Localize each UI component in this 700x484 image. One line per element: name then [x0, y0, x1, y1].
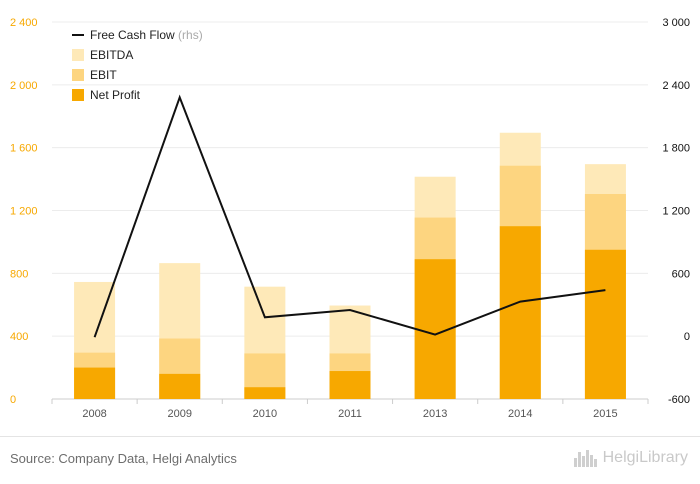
- footer: Source: Company Data, Helgi Analytics He…: [0, 436, 700, 484]
- bar-net-profit-2011: [330, 371, 371, 399]
- right-tick-label: 1 800: [662, 143, 690, 155]
- legend-label: EBIT: [90, 68, 117, 82]
- x-tick-label: 2015: [593, 408, 617, 420]
- left-tick-label: 400: [10, 331, 28, 343]
- right-tick-label: -600: [668, 394, 690, 406]
- legend-label: Free Cash Flow (rhs): [90, 28, 203, 42]
- right-tick-label: 3 000: [662, 17, 690, 29]
- left-tick-label: 1 200: [10, 206, 38, 218]
- brand-name: HelgiLibrary: [603, 449, 688, 467]
- right-tick-label: 0: [684, 331, 690, 343]
- right-tick-label: 2 400: [662, 80, 690, 92]
- right-axis-ticks: -600 0 600 1 200 1 800 2 400 3 000: [662, 17, 690, 406]
- bar-net-profit-2014: [500, 226, 541, 399]
- legend-label: Net Profit: [90, 88, 141, 102]
- legend-suffix: (rhs): [175, 28, 203, 42]
- bars: [74, 133, 626, 399]
- x-tick-label: 2008: [82, 408, 106, 420]
- x-axis-ticks: 2008 2009 2010 2011 2013 2014 2015: [82, 408, 617, 420]
- legend-swatch-box: [72, 49, 84, 61]
- bar-net-profit-2015: [585, 250, 626, 399]
- left-tick-label: 0: [10, 394, 16, 406]
- right-tick-label: 600: [672, 268, 690, 280]
- x-tick-label: 2010: [253, 408, 277, 420]
- legend: Free Cash Flow (rhs) EBITDA EBIT Net Profit: [72, 28, 203, 102]
- left-tick-label: 1 600: [10, 143, 38, 155]
- legend-label: EBITDA: [90, 48, 133, 62]
- x-tick-label: 2013: [423, 408, 447, 420]
- x-tick-label: 2009: [167, 408, 191, 420]
- x-tick-label: 2011: [338, 408, 362, 420]
- skyline-icon: [573, 448, 599, 468]
- bar-net-profit-2010: [244, 387, 285, 399]
- right-tick-label: 1 200: [662, 206, 690, 218]
- left-tick-label: 800: [10, 268, 28, 280]
- x-tick-label: 2014: [508, 408, 532, 420]
- left-tick-label: 2 400: [10, 17, 38, 29]
- bar-net-profit-2008: [74, 368, 115, 399]
- legend-swatch-box: [72, 69, 84, 81]
- chart: 0 400 800 1 200 1 600 2 000 2 400 -600 0 600 1 20…: [0, 0, 700, 436]
- brand-logo: HelgiLibrary: [573, 448, 688, 468]
- source-note: Source: Company Data, Helgi Analytics: [10, 451, 237, 466]
- bar-net-profit-2009: [159, 374, 200, 399]
- left-tick-label: 2 000: [10, 80, 38, 92]
- left-axis-ticks: 0 400 800 1 200 1 600 2 000 2 400: [10, 17, 38, 406]
- legend-swatch-box: [72, 89, 84, 101]
